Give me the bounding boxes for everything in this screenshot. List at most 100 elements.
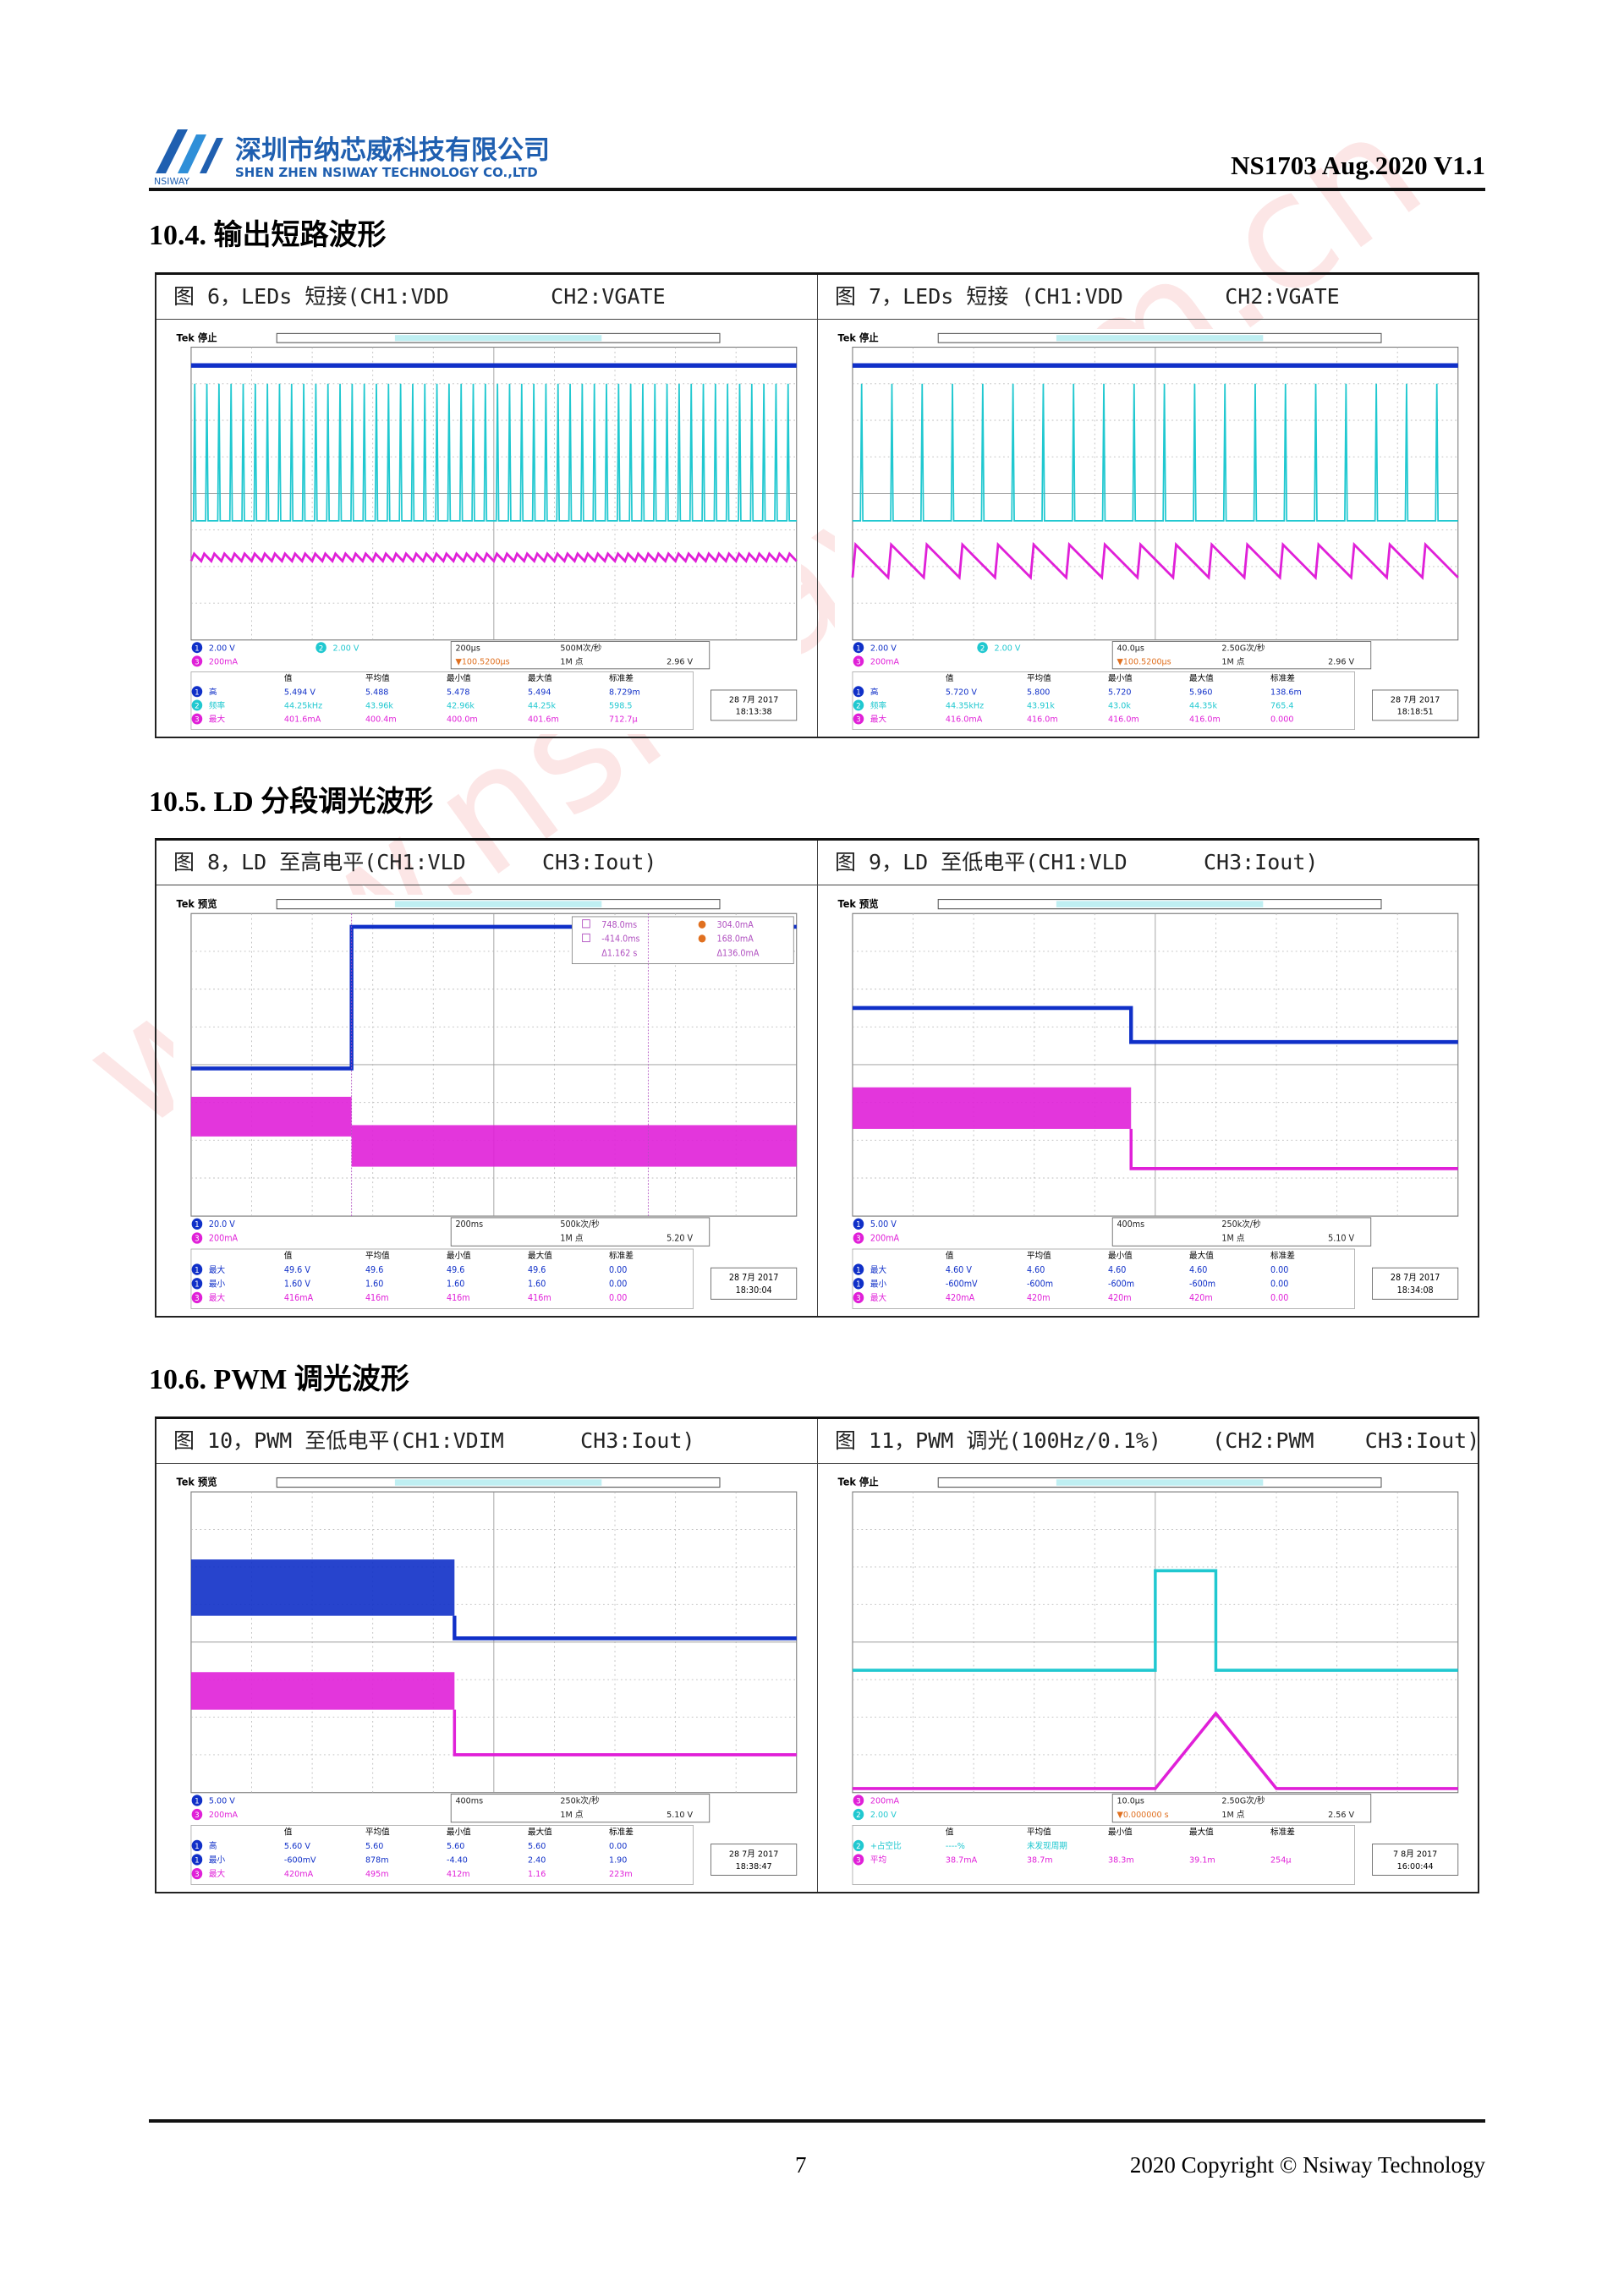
- timebase-value: 1M 点: [1221, 1233, 1244, 1243]
- channel-scale: 200mA: [870, 657, 900, 666]
- meas-name: 高: [870, 686, 879, 697]
- meas-name: 最大: [209, 1868, 225, 1879]
- channel-scale: 5.00 V: [870, 1220, 897, 1230]
- cursor-readout: Δ1.162 s: [601, 949, 637, 958]
- meas-value: 598.5: [609, 701, 632, 710]
- channel-number: 3: [856, 658, 861, 666]
- meas-badge: [191, 1278, 203, 1290]
- channel-badge: [315, 642, 326, 654]
- scope-screenshot: Tek 停止 1 2.00 V 3 200mA 2 2.00 V 200μs 500M次/秒 1M…: [173, 329, 801, 734]
- meas-value: 0.000: [1270, 715, 1293, 725]
- cursor-icon: [582, 919, 590, 929]
- meas-value: 420m: [1108, 1294, 1132, 1303]
- meas-value: 1.60 V: [284, 1280, 310, 1289]
- meas-value: 4.60 V: [946, 1266, 972, 1275]
- meas-value: 38.7m: [1027, 1855, 1053, 1865]
- figure-caption: 图 7，LEDs 短接 (CH1:VDD CH2:VGATE: [818, 275, 1478, 320]
- timebase-value: 2.96 V: [1328, 657, 1354, 666]
- meas-value: 0.00: [1270, 1294, 1288, 1303]
- channel-number: 2: [856, 1811, 861, 1820]
- meas-value: 49.6: [365, 1266, 383, 1275]
- meas-value: 42.96k: [447, 701, 475, 710]
- meas-value: 4.60: [1189, 1266, 1207, 1275]
- meas-value: 416mA: [284, 1294, 313, 1303]
- meas-channel: 1: [195, 688, 200, 697]
- header-rule: [149, 188, 1485, 191]
- meas-name: 频率: [870, 699, 886, 710]
- meas-header: 标准差: [1270, 1250, 1295, 1261]
- figure-cell: 图 11，PWM 调光(100Hz/0.1%) (CH2:PWM CH3:Iou…: [818, 1419, 1479, 1892]
- meas-value: 416.0m: [1108, 715, 1139, 725]
- meas-channel: 3: [856, 1856, 861, 1865]
- cursor-box: [571, 916, 794, 965]
- timebase-value: 1M 点: [560, 1233, 583, 1243]
- trace: [190, 383, 797, 522]
- cursor-icon: [582, 933, 590, 943]
- logo: NSIWAY: [154, 129, 223, 187]
- channel-badge: [977, 642, 988, 654]
- meas-value: 420mA: [284, 1870, 313, 1879]
- meas-header: 标准差: [1270, 672, 1295, 683]
- meas-value: 254μ: [1270, 1855, 1292, 1865]
- meas-badge: [853, 1278, 864, 1290]
- meas-header: 平均值: [1027, 1826, 1051, 1837]
- timebase-value: 250k次/秒: [560, 1795, 599, 1806]
- meas-value: 1.90: [609, 1855, 627, 1865]
- meas-value: 未发现周期: [1027, 1840, 1067, 1851]
- channel-number: 3: [195, 1811, 200, 1820]
- meas-value: 5.720: [1108, 688, 1131, 697]
- meas-value: 5.60: [528, 1842, 546, 1851]
- meas-value: 416.0m: [1189, 715, 1221, 725]
- record-window: [394, 901, 602, 907]
- scope-screenshot: Tek 停止 1 2.00 V 3 200mA 2 2.00 V 40.0μs 2.50G次/秒…: [835, 329, 1462, 734]
- meas-name: 最大: [209, 714, 225, 725]
- meas-name: 最大: [870, 714, 886, 725]
- timebase-value: 2.50G次/秒: [1221, 1795, 1265, 1806]
- meas-channel: 3: [195, 1871, 200, 1879]
- channel-badge: [853, 1232, 864, 1244]
- meas-value: 416.0mA: [946, 715, 983, 725]
- meas-header: 最小值: [1108, 1826, 1133, 1837]
- meas-channel: 1: [195, 1280, 200, 1289]
- meas-channel: 1: [195, 1856, 200, 1865]
- meas-value: 0.00: [1270, 1266, 1288, 1275]
- meas-value: 43.0k: [1108, 701, 1131, 710]
- date-box: [710, 1844, 798, 1876]
- meas-channel: 3: [195, 1295, 200, 1303]
- timebase-box: [450, 1217, 710, 1247]
- figure-caption: 图 10，PWM 至低电平(CH1:VDIM CH3:Iout): [156, 1419, 817, 1464]
- meas-header: 最小值: [447, 1826, 471, 1837]
- meas-header: 标准差: [609, 1826, 634, 1837]
- cursor-readout: 304.0mA: [716, 921, 754, 930]
- meas-badge: [191, 1263, 203, 1275]
- channel-scale: 2.00 V: [209, 644, 235, 653]
- meas-value: 5.720 V: [946, 688, 977, 697]
- figure-caption: 图 11，PWM 调光(100Hz/0.1%) (CH2:PWM CH3:Iou…: [818, 1419, 1479, 1464]
- cursor-readout: 168.0mA: [716, 934, 754, 944]
- meas-header: 最大值: [1189, 672, 1214, 683]
- meas-header: 平均值: [365, 1250, 390, 1261]
- figure-table: 图 8，LD 至高电平(CH1:VLD CH3:Iout) Tek 预览 748.0…: [155, 838, 1479, 1318]
- meas-channel: 1: [856, 1280, 861, 1289]
- figure-table: 图 10，PWM 至低电平(CH1:VDIM CH3:Iout) Tek 预览 1 5…: [155, 1417, 1479, 1893]
- meas-badge: [191, 686, 203, 698]
- timebase-value: 2.56 V: [1328, 1811, 1354, 1820]
- meas-value: 44.25k: [528, 701, 556, 710]
- scope-date: 28 7月 2017: [1391, 694, 1440, 704]
- meas-value: 44.25kHz: [284, 701, 322, 710]
- meas-value: 416m: [447, 1294, 470, 1303]
- meas-value: 0.00: [609, 1266, 627, 1275]
- timebase-value: 1M 点: [1221, 656, 1244, 666]
- timebase-value: 200ms: [455, 1220, 483, 1230]
- section-title: 10.5. LD 分段调光波形: [149, 786, 434, 818]
- meas-header: 平均值: [1027, 672, 1051, 683]
- meas-badge: [853, 1291, 864, 1304]
- scope-date: 28 7月 2017: [729, 1273, 778, 1283]
- timebase-value: 5.10 V: [1328, 1234, 1354, 1243]
- channel-badge: [853, 1218, 864, 1230]
- timebase-value: 10.0μs: [1116, 1796, 1144, 1806]
- meas-value: 765.4: [1270, 701, 1293, 710]
- meas-value: 416.0m: [1027, 715, 1058, 725]
- cursor-icon: [698, 920, 706, 929]
- meas-value: 0.00: [609, 1294, 627, 1303]
